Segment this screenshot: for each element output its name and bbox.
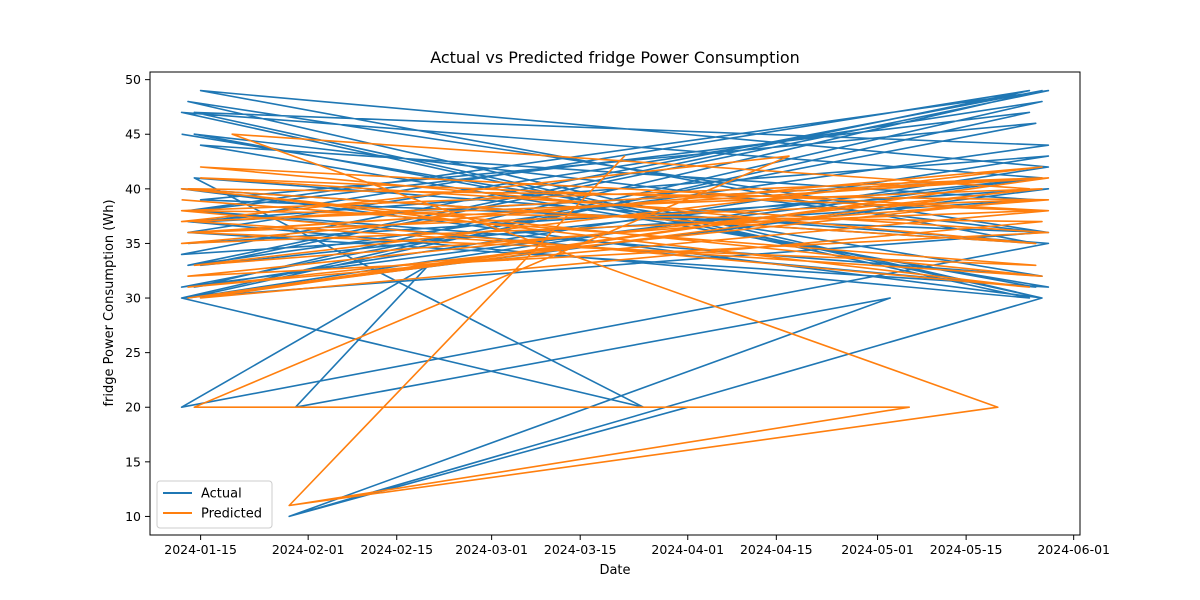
x-tick-label: 2024-05-01	[841, 542, 914, 557]
x-tick-label: 2024-01-15	[164, 542, 237, 557]
y-axis-label: fridge Power Consumption (Wh)	[102, 199, 117, 406]
legend-label-actual: Actual	[201, 487, 242, 502]
x-axis-ticks: 2024-01-15 2024-02-01 2024-02-15 2024-03-01…	[164, 535, 1110, 557]
x-tick-label: 2024-02-01	[272, 542, 345, 557]
y-tick-label: 45	[125, 127, 141, 142]
y-tick-label: 50	[125, 72, 141, 87]
y-tick-label: 40	[125, 181, 141, 196]
legend-label-predicted: Predicted	[201, 507, 262, 522]
x-tick-label: 2024-03-01	[455, 542, 528, 557]
y-tick-label: 35	[125, 236, 141, 251]
series-line-predicted	[180, 133, 1050, 507]
plot-area	[180, 89, 1050, 518]
x-axis-label: Date	[599, 563, 630, 578]
y-tick-label: 30	[125, 291, 141, 306]
plot-frame	[149, 71, 1081, 536]
y-tick-label: 25	[125, 345, 141, 360]
y-axis-ticks: 10 15 20 25 30 35 40 45 50	[125, 72, 150, 524]
y-tick-label: 10	[125, 509, 141, 524]
x-tick-label: 2024-05-15	[930, 542, 1003, 557]
y-tick-label: 20	[125, 400, 141, 415]
y-tick-label: 15	[125, 454, 141, 469]
x-tick-label: 2024-04-01	[651, 542, 724, 557]
x-tick-label: 2024-06-01	[1037, 542, 1110, 557]
chart-title: Actual vs Predicted fridge Power Consump…	[430, 48, 800, 67]
legend: Actual Predicted	[156, 480, 273, 529]
x-tick-label: 2024-02-15	[360, 542, 433, 557]
x-tick-label: 2024-04-15	[740, 542, 813, 557]
x-tick-label: 2024-03-15	[544, 542, 617, 557]
